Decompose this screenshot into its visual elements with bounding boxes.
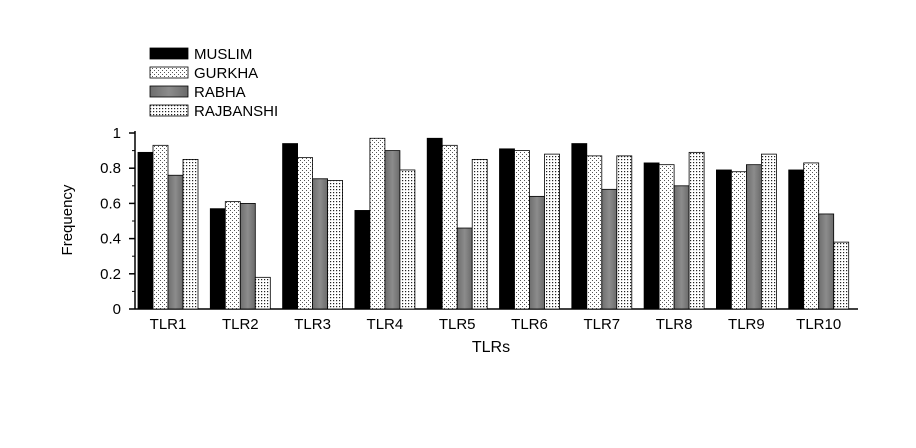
bar-gurkha-tlr1 <box>152 144 169 310</box>
bar-gurkha-tlr5 <box>441 144 458 310</box>
bar-rabha-tlr1 <box>167 174 184 310</box>
bar-rajbanshi-tlr7 <box>616 155 633 310</box>
bar-muslim-tlr3 <box>282 143 299 310</box>
bar-rabha-tlr10 <box>818 213 835 310</box>
legend: MUSLIM GURKHA RABHA RAJBANSHI <box>149 46 278 120</box>
legend-label-muslim: MUSLIM <box>194 46 252 63</box>
bar-muslim-tlr4 <box>354 210 371 310</box>
bar-rajbanshi-tlr5 <box>471 158 488 310</box>
bar-rabha-tlr7 <box>601 188 618 310</box>
bar-rabha-tlr3 <box>312 178 329 310</box>
bar-muslim-tlr2 <box>209 208 226 310</box>
x-category-label: TLR10 <box>796 316 841 333</box>
bar-rabha-tlr6 <box>529 195 545 310</box>
bar-muslim-tlr1 <box>137 151 154 310</box>
bar-gurkha-tlr2 <box>224 201 241 310</box>
legend-swatch-rabha <box>149 85 189 98</box>
bar-rajbanshi-tlr1 <box>182 158 199 310</box>
bar-gurkha-tlr3 <box>297 157 314 310</box>
x-category-label: TLR9 <box>728 316 765 333</box>
bar-rajbanshi-tlr9 <box>761 153 777 310</box>
x-category-label: TLR5 <box>439 316 476 333</box>
x-category-label: TLR3 <box>294 316 331 333</box>
bar-muslim-tlr6 <box>499 148 515 310</box>
y-tick-label: 0.6 <box>100 195 121 212</box>
bar-gurkha-tlr7 <box>586 155 603 310</box>
bar-rajbanshi-tlr4 <box>399 169 416 310</box>
x-category-label: TLR1 <box>150 316 187 333</box>
bar-gurkha-tlr4 <box>369 137 386 310</box>
bar-rabha-tlr5 <box>456 227 473 310</box>
y-tick-label: 0.8 <box>100 160 121 177</box>
y-tick-label: 0.2 <box>100 266 121 283</box>
x-category-label: TLR4 <box>367 316 404 333</box>
bar-muslim-tlr9 <box>716 169 732 310</box>
bar-rabha-tlr2 <box>239 202 256 310</box>
legend-label-rabha: RABHA <box>194 84 246 101</box>
bar-muslim-tlr8 <box>643 162 660 310</box>
bar-gurkha-tlr6 <box>514 150 530 310</box>
legend-swatch-rajbanshi <box>149 104 189 117</box>
bar-muslim-tlr5 <box>426 137 443 310</box>
x-category-label: TLR6 <box>511 316 548 333</box>
bar-rajbanshi-tlr10 <box>833 241 850 310</box>
y-tick-label: 1 <box>113 125 121 142</box>
x-category-label: TLR7 <box>583 316 620 333</box>
bar-muslim-tlr7 <box>571 143 588 310</box>
y-axis-label: Frequency <box>59 184 76 255</box>
bar-muslim-tlr10 <box>788 169 805 310</box>
legend-swatch-muslim <box>149 47 189 60</box>
bar-rabha-tlr8 <box>673 185 690 310</box>
x-category-label: TLR2 <box>222 316 259 333</box>
y-tick-label: 0.4 <box>100 231 121 248</box>
bar-rajbanshi-tlr8 <box>688 151 705 310</box>
bar-rabha-tlr9 <box>746 164 762 310</box>
bars <box>137 137 850 310</box>
legend-label-gurkha: GURKHA <box>194 65 258 82</box>
bar-gurkha-tlr8 <box>658 164 675 310</box>
legend-label-rajbanshi: RAJBANSHI <box>194 103 278 120</box>
y-tick-label: 0 <box>113 301 121 318</box>
bar-rajbanshi-tlr3 <box>327 180 344 310</box>
x-category-labels: TLR1 TLR2 TLR3 TLR4 TLR5 TLR6 TLR7 TLR8 TLR9 TLR1… <box>150 316 842 333</box>
bar-rabha-tlr4 <box>384 150 401 310</box>
bar-rajbanshi-tlr6 <box>544 153 560 310</box>
x-category-label: TLR8 <box>656 316 693 333</box>
y-ticks: 0 0.2 0.4 0.6 0.8 1 <box>100 125 135 318</box>
bar-rajbanshi-tlr2 <box>254 276 271 310</box>
bar-gurkha-tlr10 <box>803 162 820 310</box>
x-axis-label: TLRs <box>472 339 510 356</box>
legend-swatch-gurkha <box>149 66 189 79</box>
bar-gurkha-tlr9 <box>731 171 747 310</box>
